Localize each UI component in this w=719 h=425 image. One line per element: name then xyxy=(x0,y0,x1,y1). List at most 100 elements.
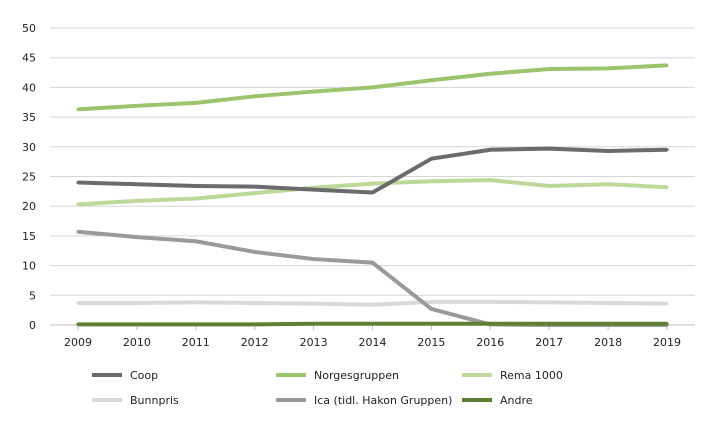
data-point xyxy=(370,182,375,186)
data-point xyxy=(76,180,80,185)
data-point xyxy=(253,250,257,254)
y-tick-label: 35 xyxy=(22,111,36,124)
x-tick-label: 2017 xyxy=(535,336,563,349)
data-point xyxy=(606,66,610,70)
data-point xyxy=(135,182,139,186)
data-point xyxy=(194,300,198,305)
x-tick-label: 2019 xyxy=(653,336,681,349)
legend-label: Norgesgruppen xyxy=(314,369,399,382)
data-point xyxy=(253,301,257,305)
series-lines xyxy=(76,63,669,327)
x-tick-label: 2018 xyxy=(594,336,622,349)
data-point xyxy=(488,322,492,326)
legend-item: Coop xyxy=(92,369,158,382)
y-tick-label: 50 xyxy=(22,22,36,35)
data-point xyxy=(253,191,257,195)
y-tick-label: 15 xyxy=(22,230,36,243)
y-tick-label: 5 xyxy=(29,289,36,302)
data-point xyxy=(312,187,316,192)
data-point xyxy=(547,184,551,188)
data-point xyxy=(76,107,80,111)
data-point xyxy=(547,67,551,71)
data-point xyxy=(606,149,610,153)
data-point xyxy=(429,322,433,326)
data-point xyxy=(488,178,492,182)
data-point xyxy=(488,72,492,76)
data-point xyxy=(370,85,375,89)
legend-item: Andre xyxy=(462,394,533,407)
legend-label: Andre xyxy=(500,394,533,407)
data-point xyxy=(665,185,669,189)
data-point xyxy=(665,63,669,68)
series-4 xyxy=(76,229,669,327)
data-point xyxy=(135,322,139,327)
x-tick-label: 2011 xyxy=(182,336,210,349)
series-3 xyxy=(76,299,669,307)
data-point xyxy=(312,257,316,261)
y-tick-label: 40 xyxy=(22,81,36,94)
data-point xyxy=(665,322,669,326)
legend-label: Coop xyxy=(130,369,158,382)
data-point xyxy=(135,301,139,305)
x-tick-label: 2012 xyxy=(241,336,269,349)
data-point xyxy=(194,101,198,105)
data-point xyxy=(606,182,610,186)
data-point xyxy=(312,322,316,326)
y-axis: 0 5 10 15 20 25 30 35 40 45 50 xyxy=(22,22,36,332)
data-point xyxy=(488,148,492,152)
data-point xyxy=(135,199,139,203)
data-point xyxy=(429,157,433,161)
data-point xyxy=(76,322,80,327)
data-point xyxy=(253,184,257,189)
legend-label: Bunnpris xyxy=(130,394,179,407)
data-point xyxy=(370,322,375,326)
series-5 xyxy=(76,321,669,327)
y-tick-label: 10 xyxy=(22,260,36,273)
data-point xyxy=(253,322,257,327)
series-2 xyxy=(76,178,669,207)
x-tick-label: 2009 xyxy=(64,336,92,349)
data-point xyxy=(429,300,433,304)
data-point xyxy=(606,322,610,326)
data-point xyxy=(665,148,669,152)
legend-item: Norgesgruppen xyxy=(276,369,399,382)
x-tick-label: 2014 xyxy=(359,336,387,349)
data-point xyxy=(312,302,316,306)
gridlines xyxy=(50,27,695,326)
data-point xyxy=(547,146,551,151)
data-point xyxy=(312,89,316,94)
legend-label: Ica (tidl. Hakon Gruppen) xyxy=(314,394,452,407)
x-tick-label: 2016 xyxy=(476,336,504,349)
legend-item: Rema 1000 xyxy=(462,369,563,382)
data-point xyxy=(606,301,610,305)
x-axis: 2009 2010 2011 2012 2013 2014 2015 2016 2017 2018… xyxy=(64,325,681,349)
data-point xyxy=(76,301,80,305)
data-point xyxy=(429,179,433,183)
legend-item: Ica (tidl. Hakon Gruppen) xyxy=(276,394,452,407)
y-tick-label: 25 xyxy=(22,171,36,184)
y-tick-label: 20 xyxy=(22,200,36,213)
x-tick-label: 2010 xyxy=(123,336,151,349)
data-point xyxy=(194,196,198,201)
data-point xyxy=(547,300,551,305)
y-tick-label: 45 xyxy=(22,52,36,65)
data-point xyxy=(370,303,375,307)
data-point xyxy=(194,239,198,243)
data-point xyxy=(253,94,257,98)
legend: Coop Norgesgruppen Rema 1000 Bunnpris Ica (t… xyxy=(92,369,563,407)
data-point xyxy=(488,300,492,304)
x-tick-label: 2015 xyxy=(417,336,445,349)
data-point xyxy=(547,322,551,326)
data-point xyxy=(76,230,80,234)
data-point xyxy=(429,307,433,311)
y-tick-label: 0 xyxy=(29,319,36,332)
series-line xyxy=(77,229,667,327)
series-0 xyxy=(76,146,669,195)
x-tick-label: 2013 xyxy=(300,336,328,349)
data-point xyxy=(194,322,198,327)
legend-label: Rema 1000 xyxy=(500,369,563,382)
data-point xyxy=(370,190,375,195)
data-point xyxy=(76,202,80,207)
data-point xyxy=(135,104,139,108)
data-point xyxy=(194,184,198,188)
